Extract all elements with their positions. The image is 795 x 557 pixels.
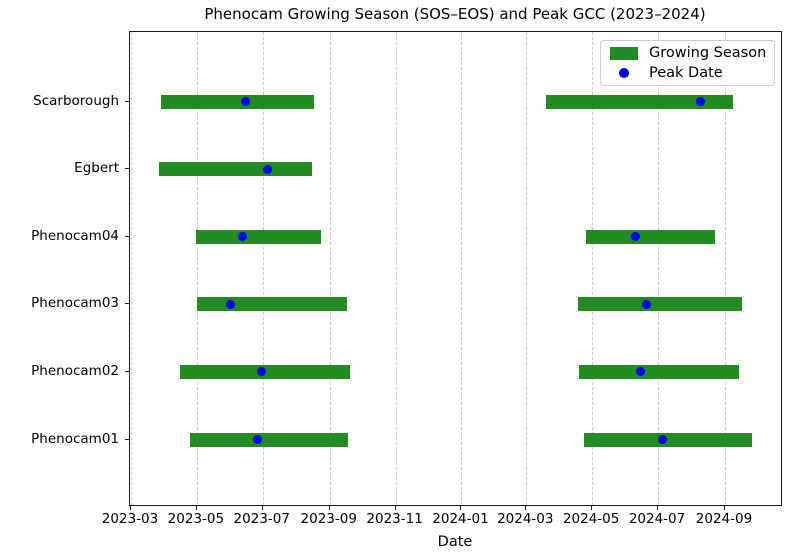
y-tick-label: Phenocam03 xyxy=(31,295,119,312)
x-tick xyxy=(460,506,462,510)
gridline xyxy=(329,32,331,505)
y-tick-label: Egbert xyxy=(74,160,119,177)
y-tick xyxy=(124,235,129,237)
x-tick-label: 2024-05 xyxy=(562,511,620,527)
season-bar xyxy=(196,297,347,312)
peak-dot xyxy=(636,367,646,377)
x-tick-label: 2023-03 xyxy=(101,511,159,527)
y-tick xyxy=(124,100,129,102)
gridline xyxy=(526,32,528,505)
legend-label: Peak Date xyxy=(649,65,723,81)
x-tick-label: 2023-09 xyxy=(300,511,357,527)
season-bar xyxy=(159,162,313,177)
x-tick xyxy=(525,506,527,510)
gridline xyxy=(196,32,198,505)
y-tick-label: Phenocam04 xyxy=(31,227,119,244)
legend-label: Growing Season xyxy=(649,45,767,61)
peak-dot xyxy=(630,232,640,242)
peak-dot xyxy=(262,164,272,174)
season-bar xyxy=(585,229,716,244)
y-tick xyxy=(124,370,129,372)
x-tick-label: 2024-03 xyxy=(497,511,554,527)
gridline xyxy=(395,32,397,505)
gridline xyxy=(262,32,264,505)
x-tick xyxy=(261,506,263,510)
season-bar xyxy=(161,94,314,109)
peak-dot xyxy=(257,367,267,377)
x-tick-label: 2023-07 xyxy=(233,511,290,527)
peak-date-marker-icon xyxy=(618,68,629,78)
gridline xyxy=(461,32,463,505)
gridline xyxy=(725,32,726,505)
peak-dot xyxy=(252,435,262,444)
y-tick xyxy=(124,168,129,170)
x-tick xyxy=(724,506,725,510)
x-tick xyxy=(328,506,330,510)
legend-item-peak-date: Peak Date xyxy=(609,63,766,83)
x-tick xyxy=(130,506,131,510)
gridline xyxy=(592,32,594,505)
x-axis-label: Date xyxy=(437,534,473,550)
x-tick xyxy=(591,506,593,510)
gridline xyxy=(131,32,132,505)
y-tick-label: Phenocam01 xyxy=(31,430,119,447)
y-tick xyxy=(124,438,129,440)
peak-dot xyxy=(237,232,247,242)
season-bar xyxy=(579,364,740,379)
plot-area xyxy=(128,31,782,506)
peak-dot xyxy=(240,97,250,106)
x-tick-label: 2024-01 xyxy=(432,511,489,527)
x-tick-label: 2023-05 xyxy=(167,511,225,527)
chart-title: Phenocam Growing Season (SOS–EOS) and Pe… xyxy=(204,5,706,23)
x-tick xyxy=(657,506,659,510)
x-tick-label: 2023-11 xyxy=(366,511,423,527)
x-tick-label: 2024-09 xyxy=(695,511,753,527)
season-bar xyxy=(578,297,743,312)
season-bar xyxy=(190,432,349,447)
peak-dot xyxy=(641,299,651,309)
season-bar xyxy=(195,229,322,244)
y-tick-label: Phenocam02 xyxy=(31,362,119,379)
peak-dot xyxy=(225,299,235,309)
legend-item-growing-season: Growing Season xyxy=(609,43,766,63)
x-tick-label: 2024-07 xyxy=(628,511,686,527)
gridline xyxy=(658,32,660,505)
y-tick xyxy=(124,303,129,305)
x-tick xyxy=(195,506,197,510)
peak-dot xyxy=(657,435,667,444)
y-tick-label: Scarborough xyxy=(33,92,119,109)
season-bar xyxy=(583,432,752,447)
growing-season-swatch-icon xyxy=(610,46,638,60)
legend: Growing Season Peak Date xyxy=(600,40,775,86)
season-bar xyxy=(545,94,733,109)
x-tick xyxy=(394,506,396,510)
peak-dot xyxy=(695,97,705,106)
peak-date-marker-wrap xyxy=(609,68,638,78)
